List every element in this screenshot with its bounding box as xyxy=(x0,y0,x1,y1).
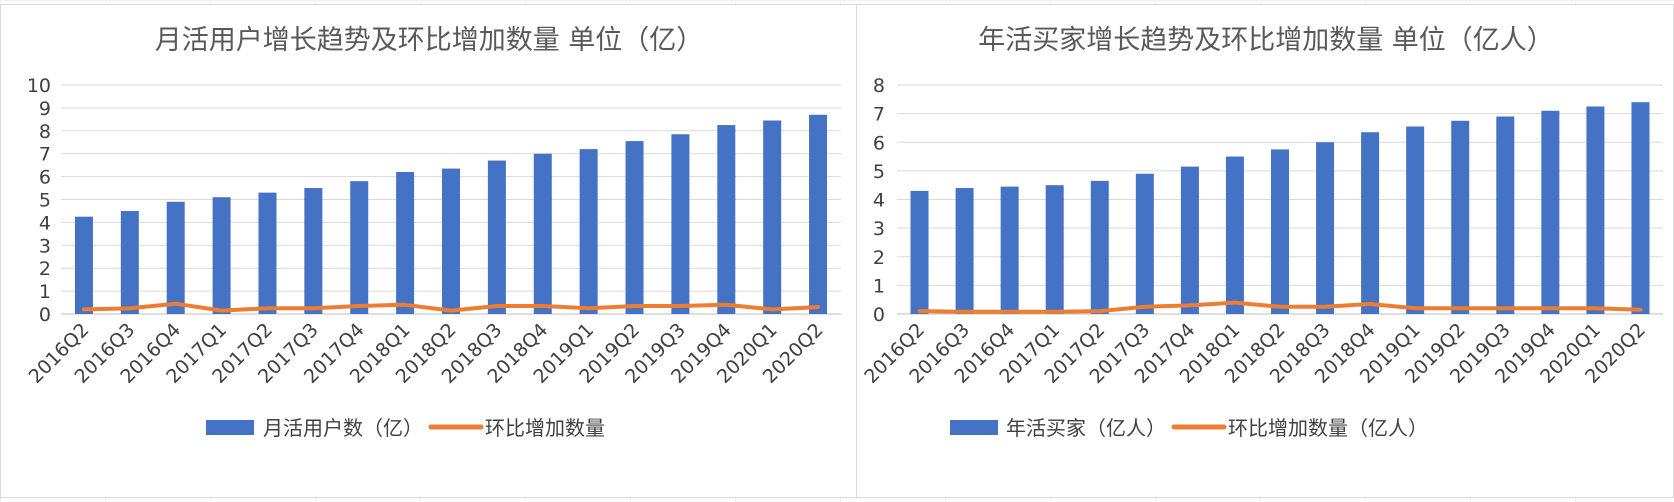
mau-y-tick-label: 10 xyxy=(27,75,51,97)
mau-bar xyxy=(809,114,828,315)
chart-svg-monthly-active-users: 月活用户增长趋势及环比增加数量 单位（亿）0123456789102016Q22… xyxy=(25,25,841,440)
aab-bar xyxy=(1541,110,1560,314)
mau-bar xyxy=(671,134,690,314)
mau-bar xyxy=(717,125,736,314)
mau-y-tick-label: 6 xyxy=(39,167,51,189)
aab-y-tick-label: 6 xyxy=(873,132,885,154)
mau-bar xyxy=(350,181,369,314)
mau-bar xyxy=(166,201,185,314)
mau-bar xyxy=(74,216,93,314)
mau-bar xyxy=(625,141,644,314)
mau-y-tick-label: 0 xyxy=(39,304,51,326)
mau-bar xyxy=(396,172,415,314)
mau-y-tick-label: 1 xyxy=(39,281,51,303)
mau-bar xyxy=(763,120,782,315)
aab-bar xyxy=(1090,180,1109,314)
mau-y-tick-label: 7 xyxy=(39,144,51,166)
aab-bar xyxy=(910,190,929,314)
aab-bar xyxy=(1406,126,1425,314)
mau-y-tick-label: 4 xyxy=(39,212,51,234)
mau-bar xyxy=(212,197,231,314)
aab-bar xyxy=(1361,132,1380,314)
aab-bar xyxy=(1631,102,1650,314)
mau-y-tick-label: 3 xyxy=(39,235,51,257)
aab-legend-bar-label: 年活买家（亿人） xyxy=(1006,416,1166,440)
aab-line-series xyxy=(917,300,1643,314)
aab-bar xyxy=(1451,120,1470,314)
aab-bar xyxy=(1316,142,1335,314)
mau-line-series xyxy=(81,301,821,313)
mau-bar xyxy=(487,160,506,314)
aab-y-tick-label: 1 xyxy=(873,275,885,297)
aab-bar xyxy=(1000,186,1019,314)
aab-bar xyxy=(1135,173,1154,314)
chart-svg-annual-active-buyers: 年活买家增长趋势及环比增加数量 单位（亿人）0123456782016Q2201… xyxy=(860,25,1663,440)
aab-bar xyxy=(1496,116,1515,314)
mau-y-tick-label: 8 xyxy=(39,121,51,143)
mau-bar xyxy=(120,210,139,314)
aab-y-tick-label: 3 xyxy=(873,218,885,240)
chart-panel-monthly-active-users[interactable]: 月活用户增长趋势及环比增加数量 单位（亿） 0 1 2 3 4 5 6 7 8 9 10 2016Q2 2… xyxy=(0,4,857,498)
aab-chart-title: 年活买家增长趋势及环比增加数量 单位（亿人） xyxy=(978,25,1554,56)
mau-y-tick-label: 9 xyxy=(39,98,51,120)
chart-panel-annual-active-buyers[interactable]: 年活买家增长趋势及环比增加数量 单位（亿人） 0 1 2 3 4 5 6 7 8 2016Q2 201… xyxy=(856,4,1674,498)
mau-legend-bar-swatch xyxy=(206,420,254,435)
mau-bar xyxy=(304,188,323,314)
aab-y-tick-label: 4 xyxy=(873,190,885,212)
mau-y-tick-label: 5 xyxy=(39,190,51,212)
aab-y-tick-label: 7 xyxy=(873,104,885,126)
mau-bar xyxy=(442,168,460,314)
mau-legend-line-label: 环比增加数量 xyxy=(485,416,605,440)
mau-chart-title: 月活用户增长趋势及环比增加数量 单位（亿） xyxy=(155,25,704,56)
mau-legend-bar-label: 月活用户数（亿） xyxy=(263,416,423,440)
mau-bar xyxy=(258,192,277,314)
aab-bar xyxy=(1180,166,1199,314)
mau-y-tick-label: 2 xyxy=(39,258,51,280)
aab-legend-bar-swatch xyxy=(950,420,998,435)
aab-bar xyxy=(1045,185,1064,314)
aab-bar xyxy=(1586,106,1605,314)
mau-bar xyxy=(533,153,552,314)
aab-bar xyxy=(1225,156,1244,314)
aab-legend-line-label: 环比增加数量（亿人） xyxy=(1228,416,1428,440)
aab-y-tick-label: 0 xyxy=(873,304,885,326)
aab-y-tick-label: 8 xyxy=(873,75,885,97)
mau-bar xyxy=(579,149,598,314)
aab-bar xyxy=(955,188,974,314)
aab-y-tick-label: 2 xyxy=(873,247,885,269)
aab-bar xyxy=(1271,149,1289,314)
aab-y-tick-label: 5 xyxy=(873,161,885,183)
